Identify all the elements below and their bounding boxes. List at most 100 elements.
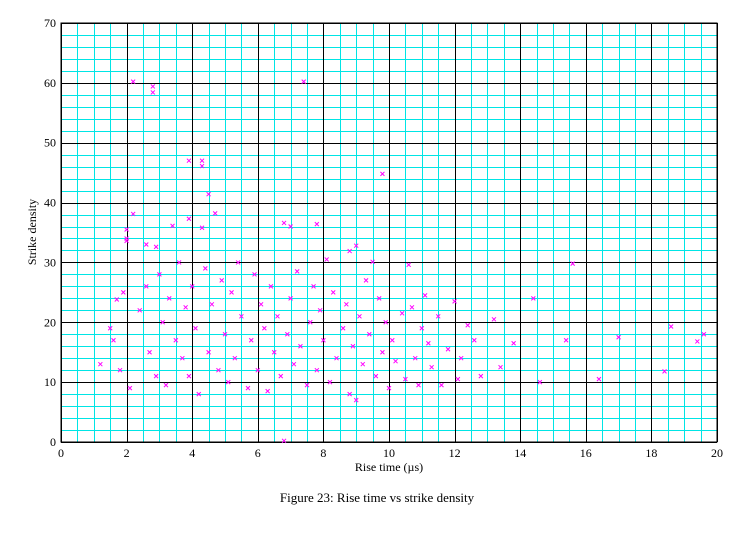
- y-tick-label: 20: [44, 315, 56, 329]
- figure-caption: Figure 23: Rise time vs strike density: [280, 490, 475, 505]
- data-point: [403, 376, 408, 382]
- y-axis-label: Strike density: [25, 199, 39, 265]
- data-point: [186, 373, 192, 379]
- data-point: [616, 334, 621, 340]
- y-tick-label: 30: [44, 255, 56, 269]
- data-point: [360, 361, 366, 367]
- data-point: [412, 355, 418, 361]
- data-point: [380, 171, 385, 177]
- data-point: [229, 290, 234, 295]
- data-point: [288, 224, 293, 229]
- data-point: [252, 272, 257, 277]
- data-point: [511, 340, 516, 346]
- data-point: [206, 191, 211, 197]
- data-point: [186, 216, 192, 222]
- x-axis-ticks: 0 2 4 6 8 10 12 14 16 18 20: [58, 446, 723, 460]
- data-point: [383, 319, 389, 325]
- data-point: [393, 358, 398, 364]
- data-point: [452, 298, 457, 304]
- data-point: [668, 324, 674, 329]
- data-point: [281, 438, 287, 444]
- data-point: [130, 79, 136, 85]
- data-point: [596, 376, 602, 382]
- data-point: [314, 221, 320, 227]
- data-point: [347, 391, 352, 397]
- data-point: [120, 290, 126, 295]
- data-point: [353, 397, 359, 403]
- x-tick-label: 14: [514, 446, 526, 460]
- data-point: [570, 261, 576, 266]
- x-tick-label: 18: [645, 446, 657, 460]
- data-point: [173, 337, 179, 343]
- x-tick-label: 2: [124, 446, 130, 460]
- data-point: [491, 316, 497, 322]
- data-point: [426, 340, 431, 346]
- data-point: [537, 379, 543, 385]
- data-point: [530, 295, 536, 301]
- data-point: [232, 355, 238, 361]
- data-point: [373, 373, 379, 379]
- data-point: [189, 284, 195, 289]
- data-point: [694, 339, 700, 344]
- data-point: [117, 367, 123, 373]
- data-point: [662, 369, 667, 374]
- x-tick-label: 20: [711, 446, 723, 460]
- data-point: [294, 269, 300, 274]
- y-tick-label: 50: [44, 136, 56, 150]
- data-point: [265, 388, 270, 394]
- y-axis-ticks: 0 10 20 30 40 50 60 70: [44, 16, 56, 449]
- data-point: [281, 220, 287, 226]
- data-point: [206, 349, 211, 355]
- x-tick-label: 12: [449, 446, 461, 460]
- data-point: [127, 385, 133, 391]
- data-point: [350, 343, 356, 349]
- data-point: [334, 355, 339, 361]
- data-point: [357, 313, 362, 319]
- data-point: [255, 367, 261, 373]
- data-point: [124, 227, 129, 232]
- data-point: [166, 295, 172, 301]
- data-point: [314, 367, 320, 373]
- data-point: [701, 331, 707, 337]
- data-point: [239, 313, 244, 319]
- data-point: [199, 225, 205, 231]
- data-point: [340, 325, 346, 331]
- data-point: [409, 304, 415, 310]
- data-point: [196, 391, 202, 397]
- data-point: [380, 349, 385, 355]
- data-point: [176, 260, 182, 265]
- data-point: [376, 295, 382, 301]
- data-point: [98, 361, 103, 367]
- data-point: [160, 319, 166, 325]
- data-point: [416, 382, 421, 388]
- data-point: [327, 379, 333, 385]
- data-point: [186, 158, 192, 164]
- data-point: [366, 331, 372, 337]
- x-axis-label: Rise time (µs): [355, 460, 423, 474]
- data-point: [111, 337, 116, 343]
- data-point: [465, 322, 471, 328]
- data-point: [291, 361, 297, 367]
- x-tick-label: 10: [383, 446, 395, 460]
- data-point: [163, 382, 169, 388]
- data-point: [278, 373, 284, 379]
- data-point: [130, 211, 136, 217]
- data-point: [147, 349, 152, 355]
- data-point: [370, 259, 375, 265]
- data-point: [183, 304, 188, 310]
- x-tick-label: 4: [189, 446, 195, 460]
- data-point: [209, 301, 215, 307]
- data-point: [170, 223, 175, 229]
- data-point: [429, 364, 434, 370]
- data-point: [153, 373, 159, 379]
- data-point: [157, 272, 162, 277]
- data-point: [353, 243, 359, 249]
- data-point: [458, 355, 464, 361]
- data-point: [199, 163, 205, 169]
- data-point: [419, 325, 425, 331]
- data-point: [563, 337, 569, 343]
- data-point: [304, 382, 310, 388]
- data-point: [288, 295, 293, 301]
- y-tick-label: 10: [44, 375, 56, 389]
- x-tick-label: 8: [320, 446, 326, 460]
